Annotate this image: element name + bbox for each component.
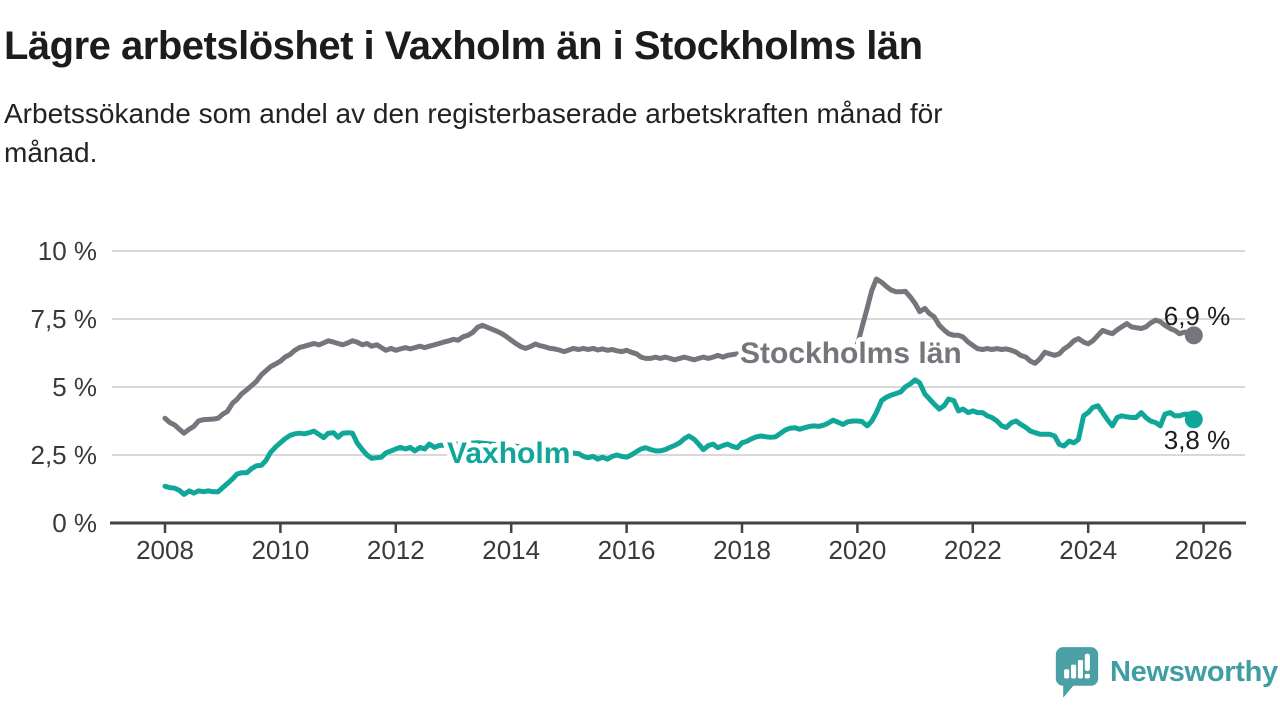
series-end-dot	[1184, 410, 1203, 429]
speech-bubble-shape	[1055, 647, 1099, 698]
x-axis-tick-label: 2008	[136, 535, 194, 565]
newsworthy-logo-icon	[1055, 647, 1099, 698]
page-title: Lägre arbetslöshet i Vaxholm än i Stockh…	[4, 24, 923, 68]
newsworthy-wordmark: Newsworthy	[1110, 655, 1278, 688]
y-axis-tick-label: 10 %	[38, 236, 97, 266]
newsworthy-branding: Newsworthy	[1054, 646, 1278, 698]
y-axis-tick-label: 0 %	[52, 508, 97, 538]
x-axis-tick-label: 2026	[1175, 535, 1233, 565]
x-axis-tick-label: 2016	[598, 535, 656, 565]
subtitle-line-1: Arbetssökande som andel av den registerb…	[4, 98, 943, 129]
series-end-value-label: 6,9 %	[1164, 301, 1231, 331]
y-axis-tick-label: 2,5 %	[31, 440, 98, 470]
exclamation-dot	[1084, 673, 1090, 679]
x-axis-tick-label: 2012	[367, 535, 425, 565]
y-axis-tick-label: 7,5 %	[31, 304, 98, 334]
subtitle-line-2: månad.	[4, 136, 98, 168]
series-label: Vaxholm	[447, 437, 570, 470]
chart-subtitle: Arbetssökande som andel av den registerb…	[4, 95, 1276, 172]
series-end-dot	[1184, 326, 1203, 345]
series-line-vaxholm	[162, 377, 1197, 497]
x-axis-tick-label: 2022	[944, 535, 1002, 565]
chart-header: Lägre arbetslöshet i Vaxholm än i Stockh…	[4, 24, 1276, 172]
x-axis-tick-label: 2024	[1059, 535, 1117, 565]
series-label: Stockholms län	[740, 337, 962, 370]
x-axis-tick-label: 2020	[828, 535, 886, 565]
series-line-stockholms-lan	[162, 276, 1197, 436]
x-axis-tick-label: 2018	[713, 535, 771, 565]
x-axis-tick-label: 2014	[482, 535, 540, 565]
series-end-value-label: 3,8 %	[1164, 425, 1231, 455]
y-axis-tick-label: 5 %	[52, 372, 97, 402]
bar-chart-glyph	[1064, 653, 1090, 679]
x-axis-tick-label: 2010	[251, 535, 309, 565]
exclamation-stroke	[1084, 653, 1090, 672]
